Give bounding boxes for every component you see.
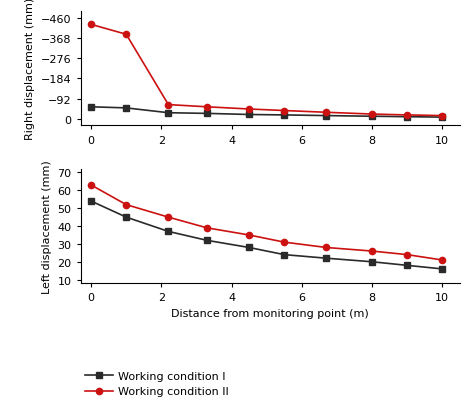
Legend: Working condition I, Working condition II: Working condition I, Working condition I… <box>81 367 234 401</box>
Y-axis label: Right displacement (mm): Right displacement (mm) <box>26 0 36 140</box>
Y-axis label: Left displacement (mm): Left displacement (mm) <box>42 160 52 293</box>
X-axis label: Distance from monitoring point (m): Distance from monitoring point (m) <box>171 308 369 318</box>
